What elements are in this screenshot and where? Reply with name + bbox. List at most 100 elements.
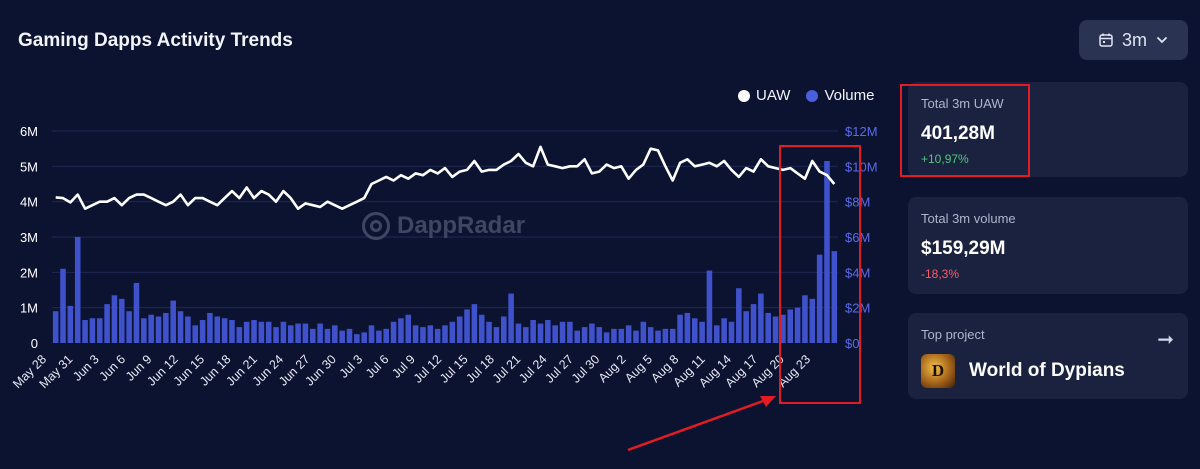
right-tick-label: $4M [845, 265, 870, 280]
volume-bar [199, 320, 206, 343]
x-tick-label: Jul 6 [363, 352, 392, 381]
volume-bar [728, 321, 735, 343]
dappradar-logo-icon [362, 212, 390, 240]
volume-bar [772, 316, 779, 343]
volume-bar [96, 318, 103, 343]
period-label: 3m [1121, 29, 1147, 50]
volume-bar [339, 330, 345, 343]
legend-volume-label: Volume [824, 87, 875, 104]
x-tick-label: Jul 12 [411, 352, 445, 386]
volume-bar [691, 318, 698, 343]
volume-bar [302, 323, 309, 343]
volume-bar [442, 325, 448, 343]
volume-bar [185, 316, 191, 343]
period-selector-button[interactable]: 3m [1079, 20, 1188, 60]
volume-bar [449, 321, 456, 343]
volume-bar [567, 321, 573, 343]
volume-bar [714, 325, 720, 343]
legend-item-volume[interactable]: Volume [806, 87, 875, 104]
volume-bar [434, 328, 441, 343]
volume-bar [721, 318, 727, 343]
volume-bar [170, 300, 176, 343]
volume-bar [831, 251, 838, 343]
volume-bar [207, 312, 213, 343]
volume-bar [126, 311, 132, 343]
volume-bar [221, 318, 228, 343]
volume-bar [530, 320, 536, 343]
volume-bar [456, 316, 463, 343]
arrow-right-icon[interactable]: ➞ [1157, 329, 1174, 351]
volume-card-value: $159,29M [921, 238, 1006, 259]
volume-bar [736, 288, 742, 343]
volume-bar [60, 268, 66, 343]
volume-bar [493, 327, 500, 343]
left-tick-label: 4M [20, 195, 38, 210]
top-project-card[interactable]: Top project ➞ D World of Dypians [908, 313, 1188, 399]
volume-bar [214, 316, 221, 343]
volume-bar [794, 307, 801, 343]
volume-bar [603, 332, 610, 343]
legend-uaw-label: UAW [756, 87, 791, 104]
volume-summary-card: Total 3m volume $159,29M -18,3% [908, 197, 1188, 294]
project-logo: D [921, 354, 955, 388]
volume-bar [52, 311, 59, 343]
volume-bar [82, 320, 88, 343]
volume-bar [552, 325, 558, 343]
top-project-name[interactable]: World of Dypians [969, 360, 1125, 381]
x-tick-label: Jun 6 [97, 352, 129, 384]
right-tick-label: $2M [845, 301, 870, 316]
chart-legend: UAW Volume [738, 87, 883, 104]
legend-uaw-dot [738, 89, 750, 102]
volume-bar [192, 325, 199, 343]
volume-bar [647, 327, 654, 343]
volume-bar [280, 321, 287, 343]
volume-bar [310, 328, 316, 343]
volume-bar [633, 330, 639, 343]
dappradar-watermark: DappRadar [362, 212, 525, 240]
volume-bar [398, 318, 404, 343]
legend-item-uaw[interactable]: UAW [738, 87, 790, 104]
watermark-text: DappRadar [397, 212, 526, 239]
volume-bar [478, 314, 485, 343]
volume-bar [787, 309, 794, 343]
volume-bar [500, 316, 507, 343]
volume-bar [824, 161, 830, 343]
left-tick-label: 3M [20, 230, 38, 245]
volume-bar [89, 318, 96, 343]
volume-bar [111, 295, 118, 343]
volume-bar [258, 321, 265, 343]
volume-bar [368, 325, 375, 343]
volume-bar [251, 320, 257, 343]
volume-bar [155, 316, 162, 343]
chevron-down-icon [1157, 37, 1167, 44]
volume-bar [265, 321, 272, 343]
x-tick-label: Jul 15 [437, 352, 471, 386]
annotation-arrow [627, 396, 776, 452]
volume-bar [574, 330, 580, 343]
volume-bar [471, 304, 478, 343]
volume-bar [273, 327, 279, 343]
page-title: Gaming Dapps Activity Trends [18, 30, 293, 51]
x-tick-label: Aug 2 [596, 352, 629, 385]
x-tick-label: Jul 27 [543, 352, 577, 386]
volume-bar [287, 325, 294, 343]
volume-bar [581, 327, 588, 343]
volume-card-change: -18,3% [921, 267, 960, 281]
x-tick-label: Jul 21 [490, 352, 524, 386]
volume-bar [74, 237, 81, 343]
volume-bar [508, 293, 514, 343]
volume-bar [420, 327, 426, 343]
volume-bar [515, 323, 522, 343]
volume-bar [148, 314, 154, 343]
volume-bar [229, 320, 235, 343]
left-tick-label: 5M [20, 159, 38, 174]
volume-bar [243, 321, 250, 343]
volume-bar [332, 325, 338, 343]
left-tick-label: 0 [31, 336, 38, 351]
uaw-line [55, 145, 836, 210]
volume-bar [809, 298, 816, 343]
volume-bar [163, 312, 169, 343]
volume-bar [655, 330, 661, 343]
volume-card-label: Total 3m volume [921, 211, 1016, 226]
